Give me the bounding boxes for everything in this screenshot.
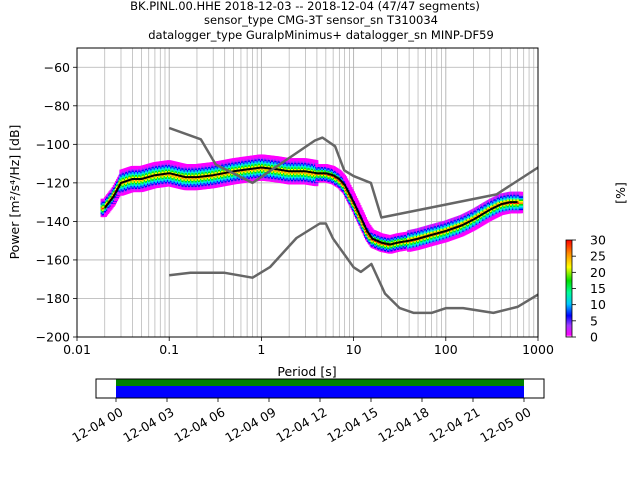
title-line-2: sensor_type CMG-3T sensor_sn T310034 xyxy=(204,13,438,27)
heatmap-cell xyxy=(346,182,351,186)
heatmap-cell xyxy=(114,196,120,200)
heatmap-cell xyxy=(314,161,319,165)
plot-background xyxy=(77,48,538,337)
title-line-3: datalogger_type GuralpMinimus+ datalogge… xyxy=(148,28,494,42)
heatmap-cell xyxy=(362,217,368,221)
chart-title: BK.PINL.00.HHE 2018-12-03 -- 2018-12-04 … xyxy=(130,0,494,42)
heatmap-cell xyxy=(356,202,361,206)
heatmap-cell xyxy=(355,200,360,204)
heatmap-cell xyxy=(113,198,119,202)
heatmap-cell xyxy=(353,198,359,202)
heatmap-cell xyxy=(360,212,365,216)
heatmap-cell xyxy=(314,181,319,185)
heatmap-cell xyxy=(349,189,354,193)
title-line-1: BK.PINL.00.HHE 2018-12-03 -- 2018-12-04 … xyxy=(130,0,480,13)
heatmap-cell xyxy=(352,195,358,199)
heatmap-cell xyxy=(367,225,372,229)
heatmap-cell xyxy=(314,160,319,164)
heatmap-cell xyxy=(368,226,373,230)
heatmap-cell xyxy=(111,202,116,206)
heatmap-cell xyxy=(116,194,121,198)
heatmap-cell xyxy=(347,184,352,188)
heatmap-cell xyxy=(345,180,350,184)
heatmap-cell xyxy=(348,186,353,190)
heatmap-cell xyxy=(358,207,363,211)
heatmap-cell xyxy=(365,221,370,225)
heatmap-cell xyxy=(363,219,369,223)
heatmap-cell xyxy=(344,178,349,182)
heatmap-cell xyxy=(361,214,366,218)
heatmap-cell xyxy=(350,191,355,195)
heatmap-cell xyxy=(117,192,122,196)
heatmap-cell xyxy=(342,176,348,180)
ppsd-plot: 0.01 0.1 1 10 100 1000 −60−80−100−120−140−160… xyxy=(7,47,554,379)
heatmap-cell xyxy=(112,200,117,204)
heatmap-cell xyxy=(357,205,362,209)
heatmap-cell xyxy=(351,193,356,197)
grid xyxy=(76,48,538,338)
heatmap-cell xyxy=(314,183,319,187)
heatmap-cell xyxy=(359,209,364,213)
heatmap-cell xyxy=(366,223,371,227)
